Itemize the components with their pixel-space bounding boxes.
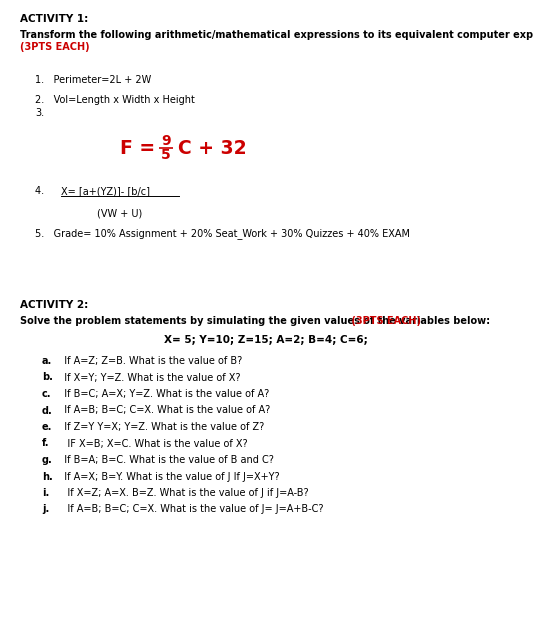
Text: If A=X; B=Y. What is the value of J If J=X+Y?: If A=X; B=Y. What is the value of J If J… — [58, 471, 280, 481]
Text: C + 32: C + 32 — [178, 139, 247, 158]
Text: 4.: 4. — [35, 186, 53, 196]
Text: Solve the problem statements by simulating the given values of the variables bel: Solve the problem statements by simulati… — [20, 316, 490, 326]
Text: F =: F = — [120, 139, 161, 158]
Text: If A=B; B=C; C=X. What is the value of A?: If A=B; B=C; C=X. What is the value of A… — [58, 406, 270, 416]
Text: If X=Z; A=X. B=Z. What is the value of J if J=A-B?: If X=Z; A=X. B=Z. What is the value of J… — [58, 488, 309, 498]
Text: If A=Z; Z=B. What is the value of B?: If A=Z; Z=B. What is the value of B? — [58, 356, 243, 366]
Text: ACTIVITY 1:: ACTIVITY 1: — [20, 14, 88, 24]
Text: 5.   Grade= 10% Assignment + 20% Seat_Work + 30% Quizzes + 40% EXAM: 5. Grade= 10% Assignment + 20% Seat_Work… — [35, 228, 410, 239]
Text: If A=B; B=C; C=X. What is the value of J= J=A+B-C?: If A=B; B=C; C=X. What is the value of J… — [58, 504, 324, 514]
Text: If Z=Y Y=X; Y=Z. What is the value of Z?: If Z=Y Y=X; Y=Z. What is the value of Z? — [58, 422, 264, 432]
Text: j.: j. — [42, 504, 49, 514]
Text: i.: i. — [42, 488, 49, 498]
Text: a.: a. — [42, 356, 52, 366]
Text: If B=A; B=C. What is the value of B and C?: If B=A; B=C. What is the value of B and … — [58, 455, 274, 465]
Text: (VW + U): (VW + U) — [98, 208, 143, 218]
Text: b.: b. — [42, 372, 53, 382]
Text: IF X=B; X=C. What is the value of X?: IF X=B; X=C. What is the value of X? — [58, 439, 248, 449]
Text: (3PTS EACH): (3PTS EACH) — [20, 42, 90, 52]
Text: d.: d. — [42, 406, 53, 416]
Text: X= 5; Y=10; Z=15; A=2; B=4; C=6;: X= 5; Y=10; Z=15; A=2; B=4; C=6; — [164, 335, 368, 345]
Text: 5: 5 — [161, 148, 171, 162]
Text: If B=C; A=X; Y=Z. What is the value of A?: If B=C; A=X; Y=Z. What is the value of A… — [58, 389, 269, 399]
Text: h.: h. — [42, 471, 53, 481]
Text: 1.   Perimeter=2L + 2W: 1. Perimeter=2L + 2W — [35, 75, 151, 85]
Text: 9: 9 — [161, 134, 171, 148]
Text: c.: c. — [42, 389, 52, 399]
Text: f.: f. — [42, 439, 50, 449]
Text: Transform the following arithmetic/mathematical expressions to its equivalent co: Transform the following arithmetic/mathe… — [20, 30, 533, 40]
Text: (3PTS EACH): (3PTS EACH) — [348, 316, 421, 326]
Text: If X=Y; Y=Z. What is the value of X?: If X=Y; Y=Z. What is the value of X? — [58, 372, 240, 382]
Text: g.: g. — [42, 455, 53, 465]
Text: 2.   Vol=Length x Width x Height: 2. Vol=Length x Width x Height — [35, 95, 195, 105]
Text: e.: e. — [42, 422, 52, 432]
Text: 3.: 3. — [35, 108, 44, 118]
Text: X= [a+(YZ)]- [b/c]: X= [a+(YZ)]- [b/c] — [61, 186, 150, 196]
Text: ACTIVITY 2:: ACTIVITY 2: — [20, 300, 88, 310]
